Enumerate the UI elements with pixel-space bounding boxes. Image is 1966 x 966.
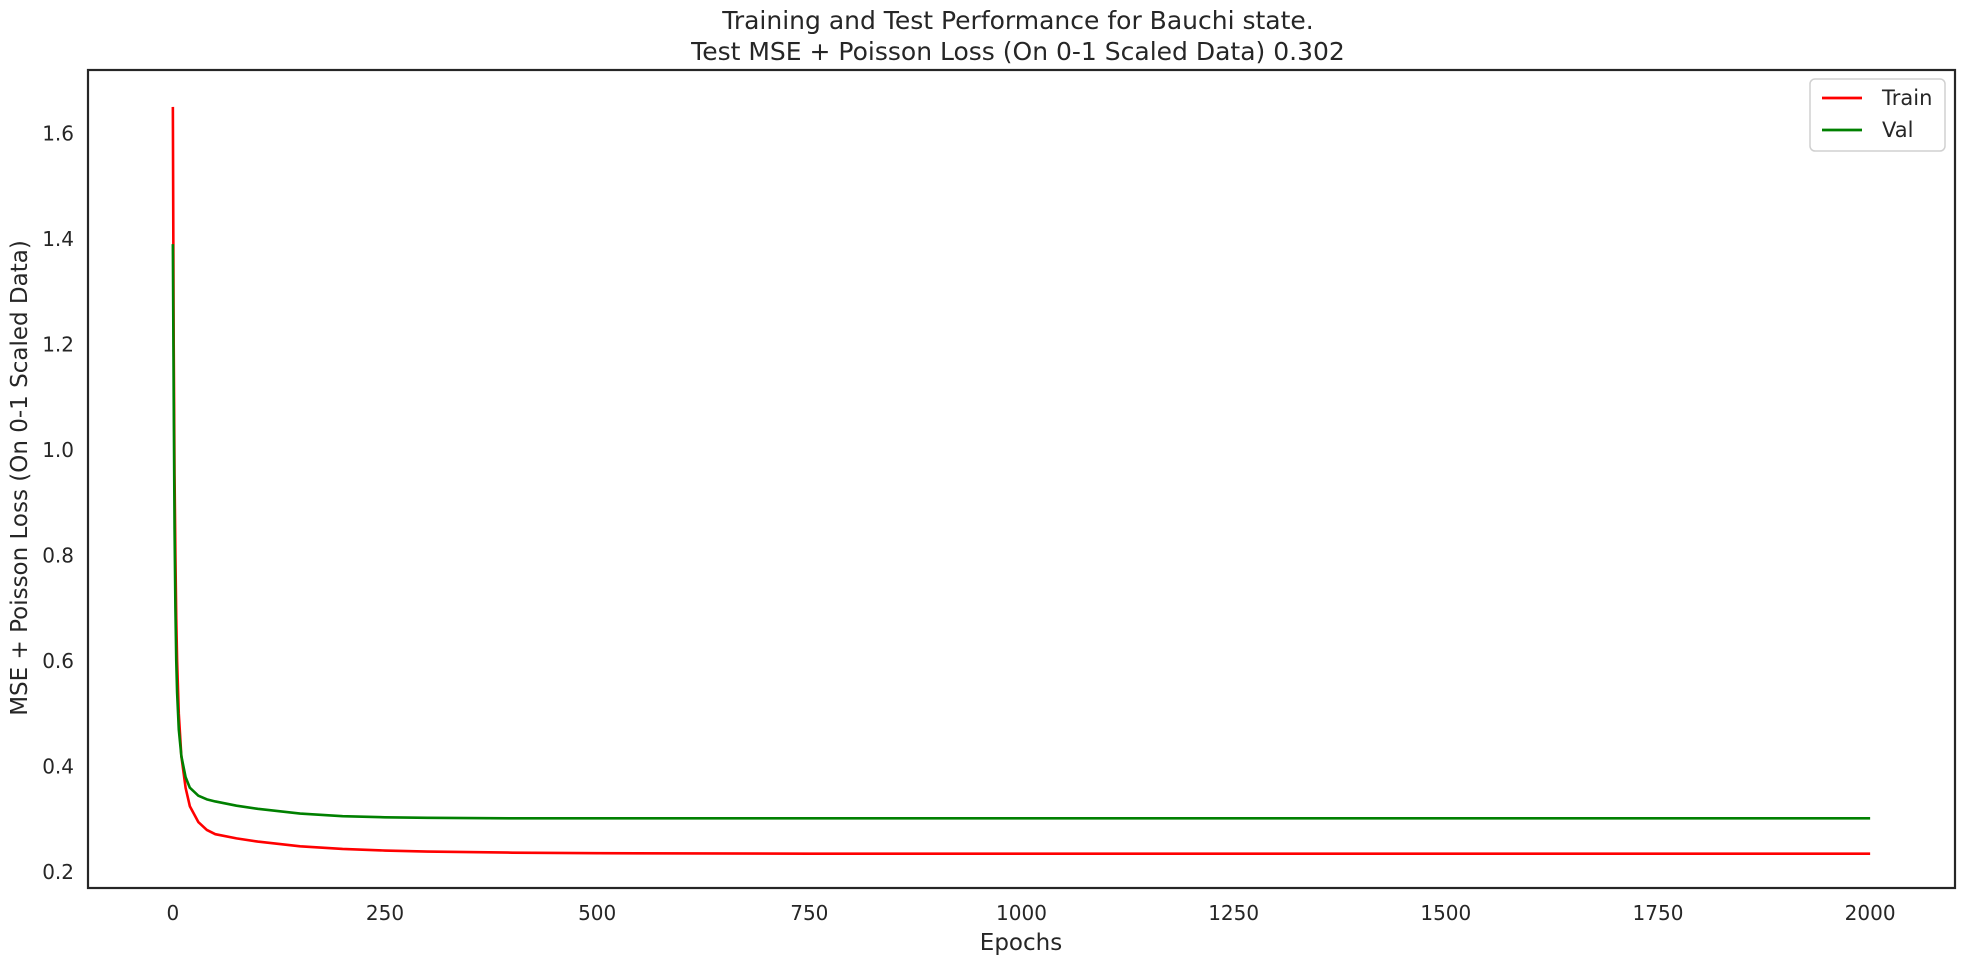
x-tick-label: 250 — [366, 901, 404, 925]
series-line-train — [171, 106, 1871, 855]
legend: Train Val — [1809, 78, 1946, 152]
plot-frame — [86, 68, 1957, 890]
x-tick-label: 0 — [166, 901, 179, 925]
x-tick-label: 500 — [578, 901, 616, 925]
legend-label-val: Val — [1882, 118, 1913, 142]
y-tick-label: 1.6 — [42, 121, 74, 145]
y-tick-label: 0.6 — [42, 649, 74, 673]
y-tick-label: 0.2 — [42, 860, 74, 884]
x-tick-label: 750 — [790, 901, 828, 925]
plot-area: 0 250 500 750 1000 1250 1500 1750 2000 0.2 0.4 0.6 0… — [42, 68, 1957, 925]
y-tick-label: 0.8 — [42, 544, 74, 568]
y-tick-label: 1.4 — [42, 227, 74, 251]
x-tick-label: 1500 — [1420, 901, 1471, 925]
y-tick-label: 1.0 — [42, 438, 74, 462]
y-axis-label: MSE + Poisson Loss (On 0-1 Scaled Data) — [7, 240, 33, 716]
series-line-val — [171, 244, 1871, 820]
x-tick-label: 1000 — [996, 901, 1047, 925]
x-tick-label: 1750 — [1633, 901, 1684, 925]
x-tick-label: 2000 — [1845, 901, 1896, 925]
legend-label-train: Train — [1881, 86, 1932, 110]
chart-title: Training and Test Performance for Bauchi… — [721, 6, 1314, 35]
y-tick-label: 1.2 — [42, 332, 74, 356]
x-axis-label: Epochs — [980, 930, 1062, 956]
x-tick-label: 1250 — [1208, 901, 1259, 925]
y-tick-label: 0.4 — [42, 755, 74, 779]
chart-subtitle: Test MSE + Poisson Loss (On 0-1 Scaled D… — [690, 37, 1345, 66]
